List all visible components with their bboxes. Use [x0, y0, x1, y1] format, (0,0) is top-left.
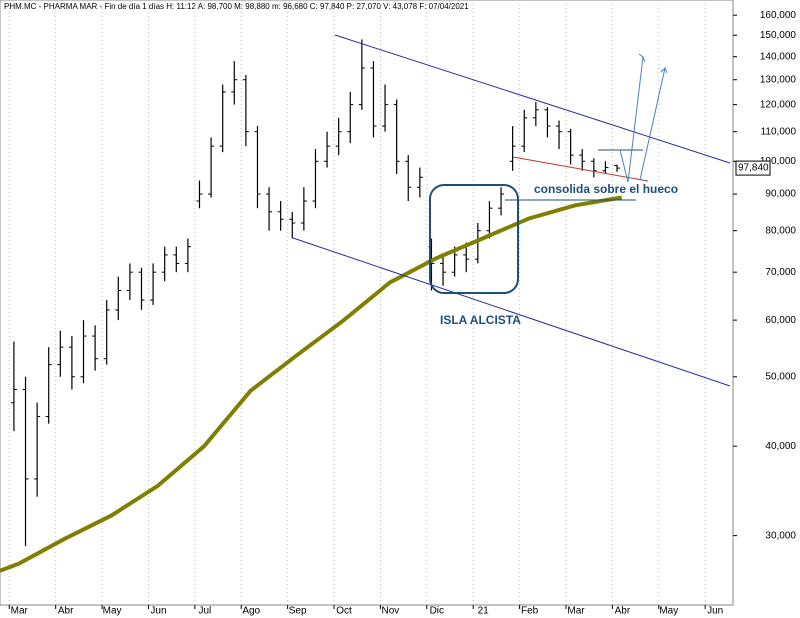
x-tick-label: 21 [478, 606, 490, 617]
y-tick-label: 110,000 [761, 126, 797, 137]
annotation: ISLA ALCISTA [440, 313, 521, 327]
x-tick-label: Jun [150, 606, 166, 617]
island-box [429, 184, 519, 294]
x-tick-label: Dic [430, 606, 444, 617]
last-price-box [735, 160, 771, 176]
x-tick-label: Sep [289, 606, 307, 617]
y-tick-label: 40,000 [765, 441, 796, 452]
x-tick-label: May [659, 606, 678, 617]
chart-header: PHM.MC - PHARMA MAR - Fin de día 1 días … [4, 2, 469, 11]
y-tick-label: 50,000 [765, 371, 796, 382]
trendline [512, 156, 649, 182]
last-price-label: 97,840 [738, 163, 769, 174]
y-tick-label: 150,000 [760, 30, 797, 41]
annotation: consolida sobre el hueco [534, 182, 678, 196]
drawings [292, 34, 731, 387]
y-tick-label: 30,000 [765, 530, 796, 541]
x-tick-label: Jul [198, 606, 211, 617]
y-tick-label: 80,000 [765, 225, 796, 236]
x-tick-label: Jun [707, 606, 723, 617]
y-tick-label: 140,000 [760, 51, 797, 62]
arrow [619, 56, 644, 183]
trendline [334, 34, 731, 164]
x-tick-label: Abr [615, 606, 631, 617]
y-tick-label: 160,000 [760, 10, 797, 21]
moving-average [0, 195, 623, 573]
x-tick-label: May [103, 606, 122, 617]
arrow-head [638, 53, 646, 63]
y-tick-label: 90,000 [765, 189, 796, 200]
arrow [639, 67, 666, 181]
marks [0, 0, 706, 605]
y-tick-label: 130,000 [760, 74, 797, 85]
x-tick-label: Ago [242, 606, 260, 617]
y-tick-label: 120,000 [760, 99, 797, 110]
x-tick-label: Feb [521, 606, 539, 617]
trendline [292, 237, 731, 387]
y-tick-label: 70,000 [765, 267, 796, 278]
y-tick-label: 60,000 [765, 315, 796, 326]
x-tick-label: Mar [11, 606, 29, 617]
x-tick-label: Nov [382, 606, 400, 617]
x-tick-label: Abr [58, 606, 74, 617]
x-tick-label: Mar [567, 606, 585, 617]
arrow-head [660, 67, 668, 74]
x-tick-label: Oct [336, 606, 352, 617]
y-tick-label: 100,000 [760, 156, 797, 167]
